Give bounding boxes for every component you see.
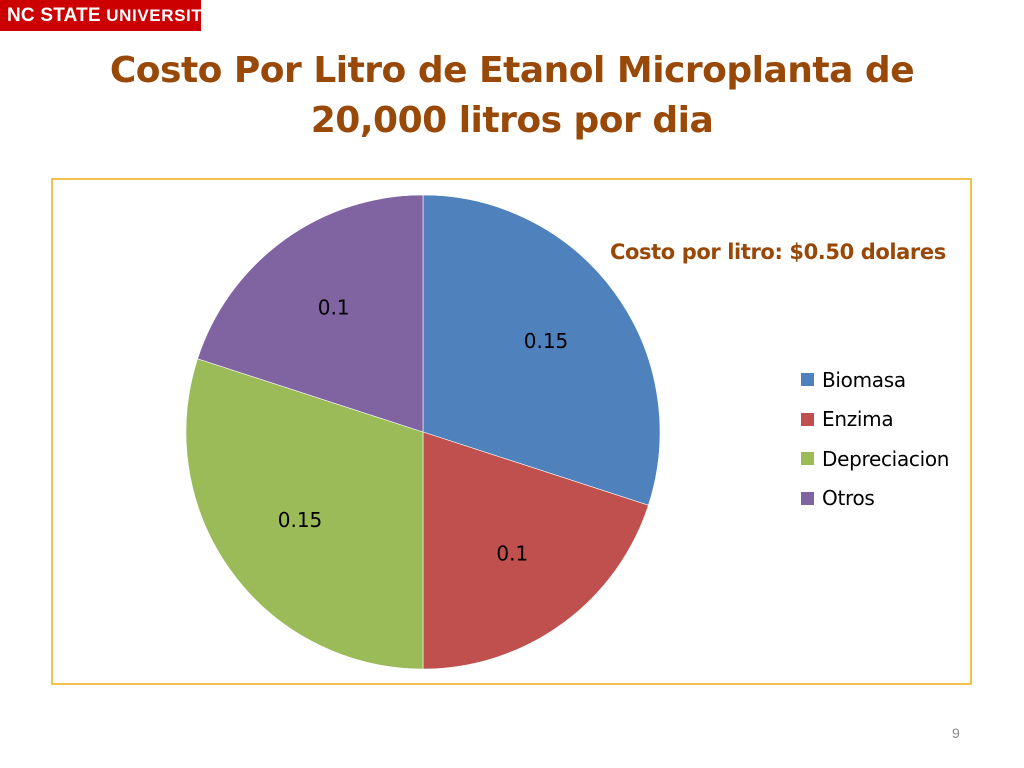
pie-slice-enzima — [422, 431, 649, 670]
logo-text-university: UNIVERSITY — [106, 6, 215, 25]
logo-text-main: NC STATE — [7, 5, 101, 26]
slide-title-line-2: 20,000 litros por dia — [310, 100, 714, 141]
chart-annotation: Costo por litro: $0.50 dolares — [610, 240, 946, 264]
pie-data-label-otros: 0.1 — [318, 296, 350, 320]
pie-slice-biomasa — [422, 194, 661, 506]
chart-frame: 0.15 0.1 0.15 0.1 Costo por litro: $0.50 do… — [51, 178, 972, 685]
legend-label: Otros — [822, 486, 875, 511]
nc-state-logo: NC STATE UNIVERSITY — [0, 0, 214, 31]
legend-item-depreciacion: Depreciacion — [801, 439, 949, 479]
legend-swatch — [801, 491, 814, 505]
pie-slice-depreciacion — [185, 358, 424, 670]
legend-item-enzima: Enzima — [801, 400, 949, 440]
slide-title: Costo Por Litro de Etanol Microplanta de… — [100, 46, 924, 146]
pie-data-label-enzima: 0.1 — [496, 542, 528, 566]
legend-item-otros: Otros — [801, 479, 949, 519]
legend-label: Biomasa — [822, 367, 906, 392]
slide-title-line-1: Costo Por Litro de Etanol Microplanta de — [109, 50, 915, 91]
pie-data-label-biomasa: 0.15 — [524, 329, 569, 353]
legend-swatch — [801, 412, 814, 426]
pie-slice-otros — [197, 194, 424, 433]
legend-label: Enzima — [822, 407, 894, 432]
legend-item-biomasa: Biomasa — [801, 360, 949, 400]
chart-legend: Biomasa Enzima Depreciacion Otros — [801, 360, 949, 518]
legend-swatch — [801, 452, 814, 466]
page-number: 9 — [952, 725, 960, 741]
pie-data-label-depreciacion: 0.15 — [278, 508, 323, 532]
legend-swatch — [801, 373, 814, 387]
pie-chart: 0.15 0.1 0.15 0.1 — [185, 194, 661, 670]
legend-label: Depreciacion — [822, 446, 950, 471]
